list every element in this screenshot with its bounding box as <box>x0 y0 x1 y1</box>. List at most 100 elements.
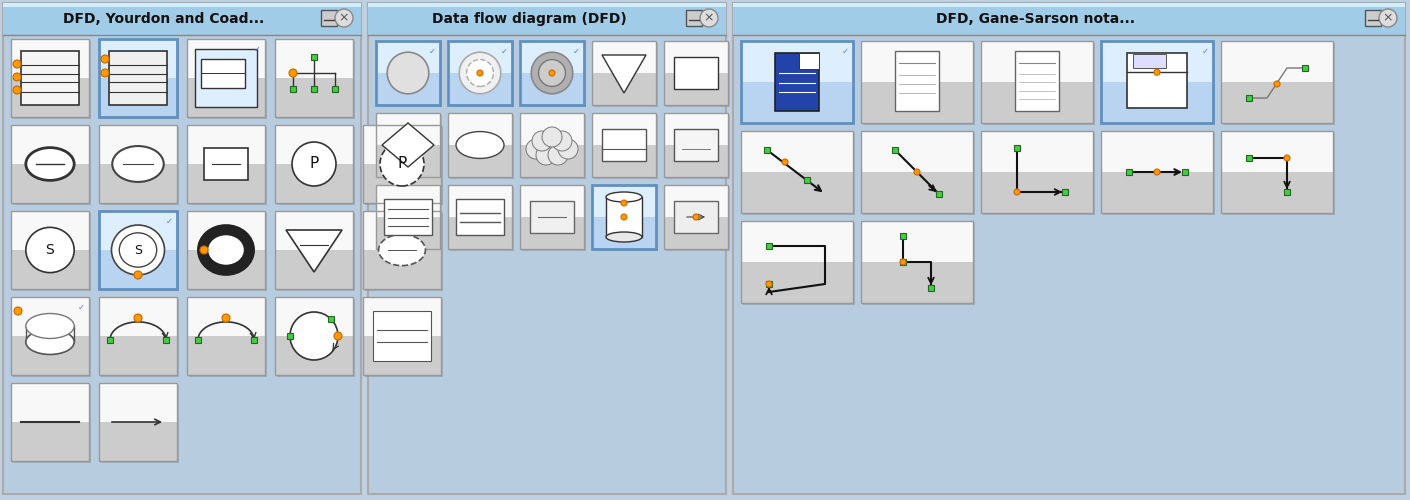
Bar <box>862 41 973 82</box>
Text: ✓: ✓ <box>429 47 436 56</box>
Bar <box>448 185 512 249</box>
Bar <box>520 41 584 105</box>
Bar <box>368 3 726 7</box>
Bar <box>11 383 89 461</box>
Bar <box>1222 133 1335 215</box>
Bar <box>592 185 656 249</box>
Bar <box>742 41 853 82</box>
Bar <box>742 221 853 262</box>
Text: S: S <box>134 244 142 256</box>
Ellipse shape <box>460 52 501 94</box>
Ellipse shape <box>203 230 250 270</box>
Circle shape <box>541 127 563 147</box>
Bar <box>362 336 441 375</box>
Bar <box>1365 10 1380 26</box>
Bar <box>733 3 1404 7</box>
Bar <box>664 113 728 177</box>
Bar <box>602 129 646 161</box>
Ellipse shape <box>539 60 565 86</box>
Bar <box>376 41 440 73</box>
Bar <box>188 211 265 250</box>
Bar <box>99 125 178 164</box>
Bar <box>448 185 512 217</box>
Bar <box>21 51 79 105</box>
Bar <box>674 201 718 233</box>
Ellipse shape <box>25 148 75 180</box>
Bar <box>251 337 257 343</box>
Text: ✓: ✓ <box>254 45 261 54</box>
Bar <box>674 57 718 89</box>
Bar <box>99 39 178 78</box>
Bar <box>1101 41 1213 82</box>
Bar <box>99 211 178 289</box>
Bar <box>1015 51 1059 111</box>
Circle shape <box>102 69 109 77</box>
Bar <box>592 41 656 105</box>
Bar <box>664 145 728 177</box>
Bar <box>3 3 361 35</box>
Bar <box>862 41 973 123</box>
Bar <box>376 145 440 177</box>
Bar <box>664 73 728 105</box>
Bar <box>362 125 441 203</box>
Text: ×: × <box>704 12 715 24</box>
Bar <box>1182 169 1189 175</box>
Circle shape <box>102 55 109 63</box>
Bar <box>164 337 169 343</box>
Polygon shape <box>799 53 819 69</box>
Bar <box>189 299 266 377</box>
Bar <box>99 78 178 117</box>
Bar <box>983 133 1096 215</box>
Bar <box>1221 41 1332 82</box>
Circle shape <box>558 139 578 159</box>
Bar <box>594 43 658 107</box>
Bar <box>766 243 773 249</box>
Circle shape <box>1153 169 1160 175</box>
Bar <box>1014 145 1019 151</box>
Ellipse shape <box>25 330 75 354</box>
Text: ✓: ✓ <box>842 47 849 56</box>
Bar <box>331 86 338 92</box>
Circle shape <box>620 200 627 206</box>
Bar <box>376 41 440 105</box>
Bar <box>11 39 89 78</box>
Bar <box>275 39 352 78</box>
Bar <box>664 185 728 249</box>
Bar <box>1103 43 1215 125</box>
Bar <box>863 43 974 125</box>
Bar <box>1101 172 1213 213</box>
Ellipse shape <box>455 132 503 158</box>
Bar <box>11 336 89 375</box>
Bar <box>99 297 178 336</box>
Bar <box>664 41 728 105</box>
Circle shape <box>134 271 142 279</box>
Bar <box>376 113 440 145</box>
Bar <box>664 41 728 73</box>
Bar <box>195 337 202 343</box>
Ellipse shape <box>467 60 494 86</box>
Bar <box>895 51 939 111</box>
Bar <box>378 43 441 107</box>
Bar <box>276 127 355 205</box>
Bar <box>276 41 355 119</box>
Bar <box>102 127 179 205</box>
Bar <box>312 86 317 92</box>
Text: S: S <box>45 243 55 257</box>
Bar <box>1101 131 1213 213</box>
Bar <box>863 223 974 305</box>
Circle shape <box>1285 155 1290 161</box>
Bar <box>376 185 440 217</box>
Bar <box>862 221 973 303</box>
Bar <box>3 3 361 494</box>
Bar <box>275 125 352 203</box>
Bar <box>204 148 248 180</box>
Bar <box>981 41 1093 123</box>
Bar <box>365 213 443 291</box>
Bar <box>520 73 584 105</box>
Bar <box>188 39 265 117</box>
Bar <box>378 187 441 251</box>
Circle shape <box>692 214 699 220</box>
Bar <box>13 213 92 291</box>
Bar <box>202 59 245 88</box>
Circle shape <box>289 69 298 77</box>
